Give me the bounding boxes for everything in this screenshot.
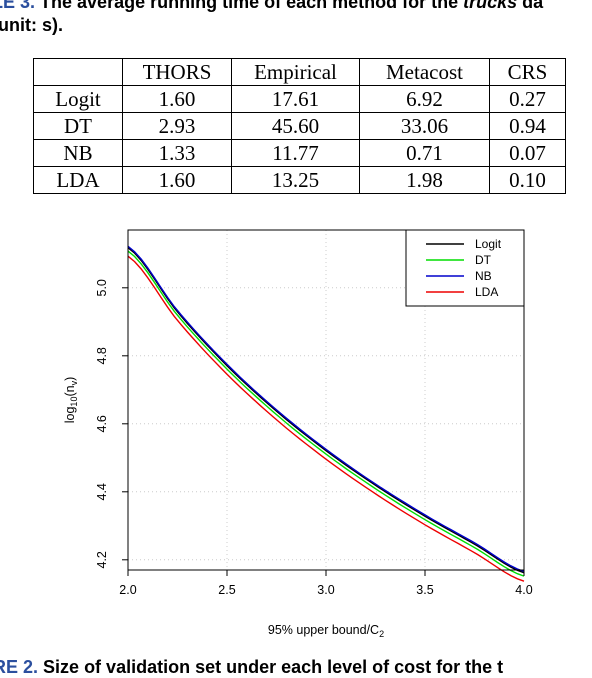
table-caption-tail: da	[522, 0, 544, 12]
table-cell: 0.94	[489, 112, 566, 140]
table-cell: 33.06	[359, 112, 490, 140]
table-cell: 2.93	[122, 112, 232, 140]
series-line-lda	[127, 255, 525, 582]
table-cell: 0.27	[489, 85, 566, 113]
col-header-crs: CRS	[489, 58, 566, 86]
y-tick-label: 4.4	[95, 483, 109, 500]
legend-label: LDA	[475, 285, 498, 299]
row-label: NB	[33, 139, 123, 167]
x-tick-label: 3.5	[416, 583, 433, 597]
legend-box	[405, 229, 525, 307]
series-line-dt	[127, 250, 525, 577]
figure-caption: IRE 2. Size of validation set under each…	[0, 656, 592, 678]
y-tick-label: 4.8	[95, 347, 109, 364]
x-axis: 2.0 2.5 3.0 3.5 4.0	[119, 570, 533, 597]
table-caption: LE 3. The average running time of each m…	[0, 0, 592, 37]
validation-size-chart: 2.0 2.5 3.0 3.5 4.0 4.2 4.4 4.6 4.8 5.0 95% uppe…	[63, 229, 533, 639]
table-corner-cell	[33, 58, 123, 86]
x-tick-label: 4.0	[515, 583, 532, 597]
x-axis-label: 95% upper bound/C2	[268, 623, 384, 639]
y-axis-label-text: log	[63, 407, 77, 424]
x-axis-label-subscript: 2	[379, 629, 384, 639]
legend-label: Logit	[475, 237, 502, 251]
series-line-nb	[127, 245, 525, 573]
series-line-logit	[127, 247, 525, 574]
table-caption-label: LE 3.	[0, 0, 36, 12]
table-cell: 1.33	[122, 139, 232, 167]
x-tick-label: 2.0	[119, 583, 136, 597]
table-cell: 1.60	[122, 166, 232, 194]
chart-legend: Logit DT NB LDA	[405, 229, 525, 307]
row-label: LDA	[33, 166, 123, 194]
y-axis-label-sub2: v	[69, 380, 79, 385]
legend-label: NB	[475, 269, 492, 283]
row-label: DT	[33, 112, 123, 140]
row-label: Logit	[33, 85, 123, 113]
y-tick-label: 4.6	[95, 415, 109, 432]
y-axis-label-mid: (n	[63, 385, 77, 396]
table-cell: 11.77	[231, 139, 360, 167]
table-row: DT 2.93 45.60 33.06 0.94	[33, 112, 566, 140]
table-cell: 45.60	[231, 112, 360, 140]
table-caption-text: The average running time of each method …	[40, 0, 459, 12]
table-row: Logit 1.60 17.61 6.92 0.27	[33, 85, 566, 113]
table-header-row: THORS Empirical Metacost CRS	[33, 58, 566, 86]
table-caption-line2: (unit: s).	[0, 15, 63, 35]
table-row: NB 1.33 11.77 0.71 0.07	[33, 139, 566, 167]
legend-label: DT	[475, 253, 492, 267]
x-axis-label-text: 95% upper bound/C	[268, 623, 379, 637]
runtime-table: THORS Empirical Metacost CRS Logit 1.60 …	[33, 58, 566, 194]
figure-caption-label: IRE 2.	[0, 657, 39, 677]
y-axis-label-sub1: 10	[69, 397, 79, 407]
table-caption-italic: trucks	[463, 0, 518, 12]
x-tick-label: 3.0	[317, 583, 334, 597]
col-header-empirical: Empirical	[231, 58, 360, 86]
y-tick-label: 4.2	[95, 551, 109, 568]
y-axis-label: log10(nv)	[63, 377, 79, 424]
table-cell: 17.61	[231, 85, 360, 113]
chart-series-lines	[127, 245, 525, 582]
col-header-thors: THORS	[122, 58, 232, 86]
table-cell: 6.92	[359, 85, 490, 113]
table-cell: 0.71	[359, 139, 490, 167]
figure-caption-text: Size of validation set under each level …	[43, 657, 504, 677]
y-tick-label: 5.0	[95, 279, 109, 296]
table-cell: 1.98	[359, 166, 490, 194]
table-cell: 0.10	[489, 166, 566, 194]
table-cell: 1.60	[122, 85, 232, 113]
y-axis-label-end: )	[63, 377, 77, 381]
table-cell: 0.07	[489, 139, 566, 167]
table-cell: 13.25	[231, 166, 360, 194]
y-axis: 4.2 4.4 4.6 4.8 5.0	[95, 279, 128, 568]
col-header-metacost: Metacost	[359, 58, 490, 86]
table-row: LDA 1.60 13.25 1.98 0.10	[33, 166, 566, 194]
x-tick-label: 2.5	[218, 583, 235, 597]
